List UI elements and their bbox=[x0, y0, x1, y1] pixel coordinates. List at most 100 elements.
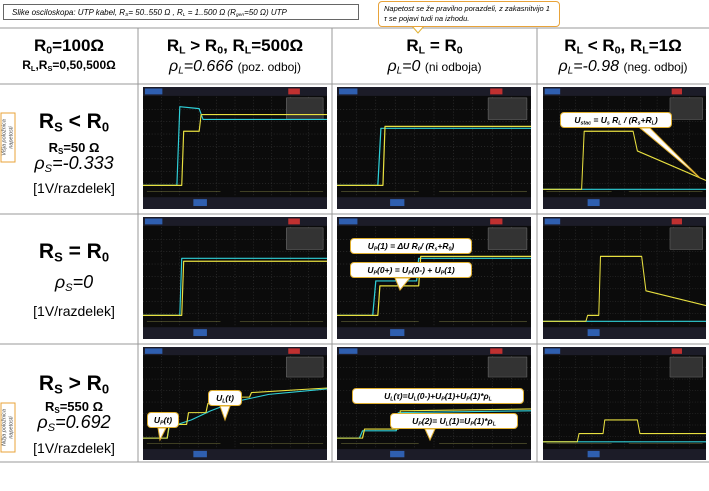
text-segment: U bbox=[412, 416, 419, 426]
text-segment: (1)+U bbox=[444, 391, 467, 401]
text-segment: ) bbox=[654, 115, 658, 125]
text-segment: =-0.98 bbox=[573, 58, 619, 75]
text-segment: R bbox=[406, 36, 419, 55]
subscript: P bbox=[160, 420, 164, 427]
row-rs: RS=550 Ω bbox=[10, 399, 138, 415]
text-segment: U bbox=[216, 393, 223, 403]
text-segment: = U bbox=[591, 115, 607, 125]
text-segment: (1)*ρ bbox=[473, 416, 493, 426]
text-segment: R bbox=[38, 372, 55, 395]
text-segment: < R bbox=[583, 36, 615, 55]
subscript: S bbox=[125, 13, 129, 19]
subscript: L bbox=[642, 44, 649, 57]
subscript: L bbox=[618, 120, 622, 127]
text-segment: ρ bbox=[387, 58, 397, 75]
header-rho: ρL=0.666 (poz. odboj) bbox=[138, 58, 332, 76]
scope-screen bbox=[543, 217, 706, 339]
text-segment: ρ bbox=[37, 412, 48, 432]
table-lines bbox=[0, 27, 709, 463]
text-segment: =0.666 bbox=[183, 58, 234, 75]
row-scale: [1V/razdelek] bbox=[33, 440, 115, 456]
subscript: S bbox=[47, 63, 53, 73]
row-rho: ρS=0 bbox=[10, 272, 138, 294]
text-segment: / (R bbox=[420, 241, 435, 251]
text-segment: / (R bbox=[621, 115, 638, 125]
subscript: L bbox=[178, 65, 184, 77]
scope-screen bbox=[543, 347, 706, 460]
subscript: P bbox=[441, 396, 445, 403]
subscript: 0 bbox=[448, 246, 452, 253]
row-scale: [1V/razdelek] bbox=[33, 180, 115, 196]
caption: Slike osciloskopa: UTP kabel, RS= 50..55… bbox=[3, 4, 359, 20]
text-segment: , R bbox=[223, 36, 245, 55]
subscript: S bbox=[65, 281, 73, 294]
subscript: S bbox=[47, 421, 56, 434]
callout: UP(1) = ΔU R0/ (Rs+R0) bbox=[350, 238, 472, 254]
text-segment: ρ bbox=[558, 58, 568, 75]
text-segment: U bbox=[367, 241, 374, 251]
text-segment: R bbox=[564, 36, 577, 55]
callout: UL(τ)=UL(0-)+UP(1)+UP(1)*ρL bbox=[352, 388, 524, 404]
subscript: S bbox=[44, 162, 53, 175]
subscript: P bbox=[373, 246, 378, 253]
text-segment: +R bbox=[640, 115, 652, 125]
text-segment: =-0.333 bbox=[52, 153, 114, 173]
subscript: S bbox=[57, 147, 64, 156]
callout: Ustac = Us RL / (Rs+RL) bbox=[560, 112, 672, 128]
text-segment: (t) bbox=[163, 415, 173, 425]
subscript: S bbox=[54, 119, 63, 135]
text-segment: =550 Ω bbox=[59, 399, 104, 414]
text-segment: ,R bbox=[35, 58, 48, 72]
text-segment: > R bbox=[62, 372, 102, 395]
text-segment: (0-)+U bbox=[416, 391, 442, 401]
header-sub: RL,RS=0,50,500Ω bbox=[0, 58, 138, 73]
row-condition: RS < R0 bbox=[10, 110, 138, 134]
callout: UL(t) bbox=[208, 390, 242, 406]
text-segment: =50 Ω) UTP bbox=[244, 8, 287, 17]
subscript: 0 bbox=[101, 249, 110, 265]
subscript: P bbox=[373, 270, 377, 277]
text-segment: =500Ω bbox=[251, 36, 304, 55]
subscript: 0 bbox=[417, 246, 421, 253]
subscript: 0 bbox=[217, 44, 224, 57]
text-segment: U bbox=[367, 265, 374, 275]
subscript: stac bbox=[580, 120, 592, 127]
header-title: RL < R0, RL=1Ω bbox=[537, 36, 709, 57]
text-segment: (τ)=U bbox=[393, 391, 414, 401]
subscript: S bbox=[54, 406, 60, 415]
text-segment: R bbox=[22, 58, 31, 72]
row-rho: ρS=-0.333 bbox=[10, 153, 138, 175]
text-segment: +R bbox=[437, 241, 449, 251]
text-segment: R bbox=[38, 240, 55, 263]
text-segment: (t) bbox=[225, 393, 234, 403]
text-segment: (2)= U bbox=[421, 416, 446, 426]
subscript: L bbox=[418, 44, 426, 57]
text-segment: =0 bbox=[72, 272, 94, 292]
reflection-note: (neg. odboj) bbox=[623, 60, 688, 74]
header-rho: ρL=-0.98 (neg. odboj) bbox=[537, 58, 709, 76]
text-segment: R bbox=[48, 140, 58, 155]
text-segment: =1Ω bbox=[648, 36, 682, 55]
text-segment: (1)*ρ bbox=[469, 391, 489, 401]
subscript: L bbox=[390, 396, 394, 403]
subscript: L bbox=[244, 44, 252, 57]
text-segment: =0.692 bbox=[55, 412, 111, 432]
subscript: L bbox=[492, 421, 496, 428]
text-segment: R bbox=[44, 399, 55, 414]
note: Napetost se že pravilno porazdeli, z zak… bbox=[378, 1, 560, 27]
subscript: P bbox=[470, 421, 474, 428]
text-segment: = 1..500 Ω (R bbox=[185, 8, 236, 17]
subscript: L bbox=[576, 44, 583, 57]
text-segment: ) bbox=[451, 241, 455, 251]
reflection-note: (ni odboja) bbox=[424, 60, 482, 74]
text-segment: (1)=U bbox=[448, 416, 471, 426]
subscript: L bbox=[567, 65, 574, 77]
callout: UP(2)= UL(1)=UP(1)*ρL bbox=[390, 413, 518, 429]
text-segment: (1) = ΔU R bbox=[377, 241, 418, 251]
text-segment: ρ bbox=[169, 58, 179, 75]
text-segment: ρ bbox=[54, 272, 66, 292]
row-scale: [1V/razdelek] bbox=[33, 303, 115, 319]
subscript: 0 bbox=[101, 119, 110, 135]
